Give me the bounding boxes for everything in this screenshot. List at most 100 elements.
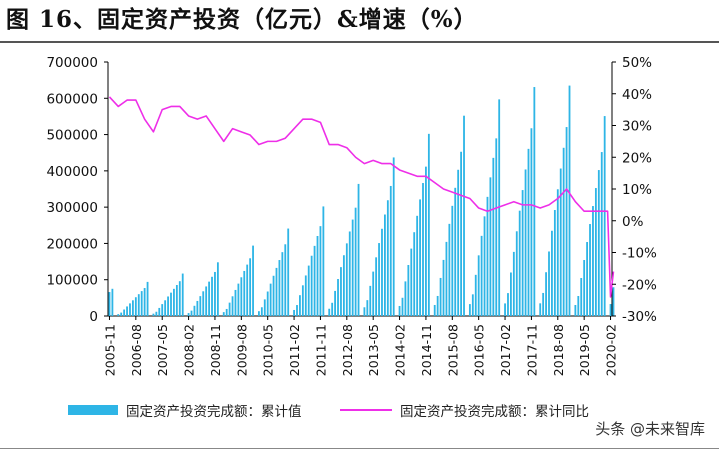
bar bbox=[214, 271, 216, 316]
bar bbox=[252, 245, 254, 316]
x-tick-label: 2006-08 bbox=[129, 324, 144, 376]
bar bbox=[304, 275, 307, 316]
bar bbox=[296, 305, 298, 316]
bar bbox=[334, 290, 336, 316]
bar bbox=[331, 302, 334, 316]
right-tick-label: 50% bbox=[622, 55, 652, 71]
bar bbox=[181, 273, 184, 316]
left-tick-label: 500000 bbox=[46, 128, 98, 144]
bar bbox=[425, 166, 427, 316]
bar bbox=[275, 267, 278, 316]
right-tick-label: 0% bbox=[622, 214, 644, 230]
bar bbox=[556, 189, 559, 316]
bar bbox=[609, 304, 612, 316]
left-tick-label: 700000 bbox=[46, 55, 98, 71]
chart-title: 图 16、固定资产投资（亿元）&增速（%） bbox=[6, 6, 478, 33]
bar bbox=[419, 199, 421, 316]
x-tick-label: 2009-08 bbox=[234, 324, 249, 376]
bar bbox=[603, 116, 606, 316]
bar bbox=[287, 228, 290, 316]
bar bbox=[597, 170, 600, 316]
bar bbox=[129, 303, 131, 316]
x-tick-label: 2017-11 bbox=[524, 324, 539, 376]
bar bbox=[515, 231, 518, 316]
bar bbox=[463, 115, 465, 316]
bar bbox=[521, 190, 524, 316]
bar bbox=[363, 307, 366, 316]
bar bbox=[249, 258, 252, 316]
bar bbox=[413, 232, 416, 316]
bar bbox=[433, 304, 436, 316]
bar bbox=[228, 302, 231, 316]
bar bbox=[592, 206, 594, 316]
bottom-divider bbox=[0, 448, 719, 449]
bar bbox=[173, 288, 175, 316]
bar bbox=[281, 252, 284, 316]
bar bbox=[155, 311, 158, 316]
x-tick-label: 2008-11 bbox=[208, 324, 223, 376]
bar bbox=[457, 169, 460, 316]
bar bbox=[594, 188, 597, 316]
x-tick-label: 2020-02 bbox=[604, 324, 619, 376]
bar bbox=[524, 169, 527, 316]
x-tick-label: 2011-11 bbox=[313, 324, 328, 376]
bar bbox=[486, 196, 489, 316]
right-tick-label: -30% bbox=[622, 309, 657, 325]
bar-series bbox=[108, 85, 615, 317]
bar bbox=[583, 260, 586, 316]
right-tick-label: -10% bbox=[622, 246, 657, 262]
bar bbox=[527, 148, 530, 316]
bar bbox=[381, 228, 383, 316]
bar bbox=[553, 210, 556, 316]
bar bbox=[345, 243, 348, 316]
bar bbox=[313, 245, 316, 316]
bar bbox=[348, 231, 351, 316]
legend-bar-label: 固定资产投资完成额：累计值 bbox=[126, 404, 302, 420]
bar bbox=[140, 291, 143, 316]
x-tick-label: 2018-08 bbox=[551, 324, 566, 376]
bar bbox=[137, 294, 140, 316]
right-tick-label: 20% bbox=[622, 150, 652, 166]
bar bbox=[416, 215, 419, 316]
bar bbox=[143, 288, 146, 316]
bar bbox=[158, 307, 161, 316]
bar bbox=[152, 313, 155, 316]
bar bbox=[351, 219, 354, 316]
x-tick-label: 2017-02 bbox=[498, 324, 513, 376]
bar bbox=[512, 251, 515, 316]
bar bbox=[392, 157, 395, 316]
bar bbox=[231, 296, 234, 316]
x-tick-label: 2011-02 bbox=[287, 324, 302, 376]
bar bbox=[542, 292, 545, 316]
bar bbox=[460, 151, 462, 316]
x-tick-label: 2014-11 bbox=[419, 324, 434, 376]
bar bbox=[205, 286, 208, 316]
bar bbox=[170, 292, 172, 316]
right-tick-label: 10% bbox=[622, 182, 652, 198]
left-tick-label: 400000 bbox=[46, 164, 98, 180]
bar bbox=[260, 307, 263, 316]
bar bbox=[589, 224, 591, 316]
bar bbox=[307, 265, 310, 316]
bar bbox=[322, 206, 325, 316]
bar bbox=[111, 288, 114, 316]
bar bbox=[562, 147, 565, 316]
bar bbox=[263, 299, 266, 316]
bar bbox=[366, 300, 369, 316]
bar bbox=[196, 300, 199, 316]
bar bbox=[471, 294, 474, 316]
bar bbox=[445, 241, 448, 316]
bar bbox=[422, 183, 424, 316]
bar bbox=[246, 264, 249, 316]
x-tick-label: 2007-05 bbox=[155, 324, 170, 376]
bar bbox=[272, 275, 275, 316]
bar bbox=[577, 296, 580, 316]
bar bbox=[187, 313, 190, 316]
bar bbox=[448, 223, 451, 316]
x-tick-label: 2008-02 bbox=[182, 324, 197, 376]
bar bbox=[510, 272, 512, 316]
bar bbox=[468, 304, 471, 316]
title-divider bbox=[0, 41, 719, 43]
bar bbox=[240, 277, 243, 316]
bar bbox=[208, 281, 210, 316]
